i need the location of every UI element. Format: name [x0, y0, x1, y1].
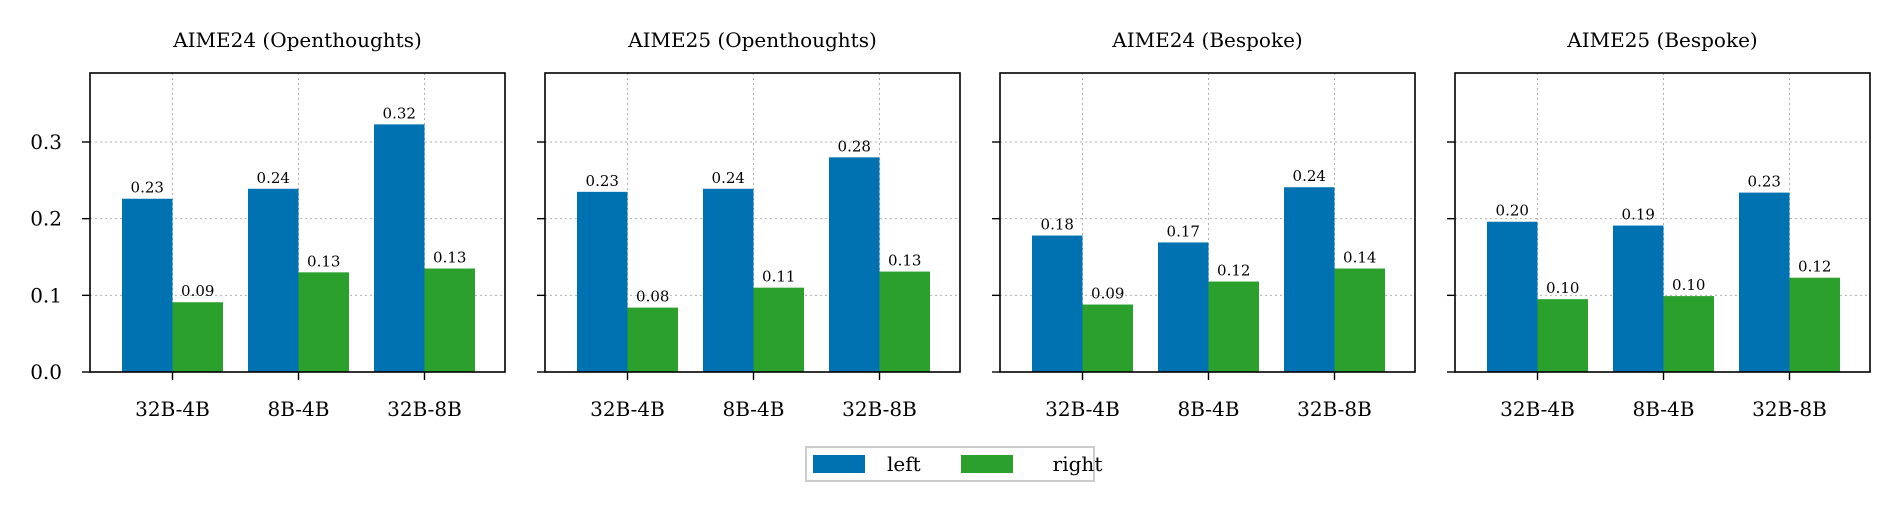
bar-right [1789, 277, 1840, 372]
bar-value-label: 0.23 [1748, 173, 1781, 191]
legend: left right [805, 446, 1102, 482]
legend-swatch-right [960, 455, 1013, 473]
bar-value-label: 0.23 [131, 179, 164, 197]
x-tick-label: 32B-8B [1752, 397, 1827, 421]
chart-panel-2: AIME25 (Openthoughts) 0.23 0.24 0.28 0.08 0.1… [537, 28, 961, 421]
bar-value-label: 0.13 [307, 252, 340, 270]
bar-value-label: 0.19 [1622, 206, 1655, 224]
bar-left [829, 157, 880, 372]
bar-value-label: 0.17 [1167, 222, 1200, 240]
legend-label-left: left [887, 452, 921, 476]
bar-value-label: 0.09 [1091, 285, 1124, 303]
x-tick-label: 32B-4B [1500, 397, 1575, 421]
bar-left [703, 188, 754, 372]
legend-entry-right: right [960, 452, 1103, 476]
bar-value-label: 0.32 [383, 104, 416, 122]
bar-value-label: 0.09 [181, 282, 214, 300]
bar-right [1082, 304, 1133, 372]
x-tick-label: 32B-8B [387, 397, 462, 421]
y-tick-label: 0.3 [30, 130, 62, 154]
x-tick-label: 8B-4B [1633, 397, 1695, 421]
bar-value-label: 0.24 [257, 169, 290, 187]
bar-value-label: 0.12 [1217, 262, 1250, 280]
bar-value-label: 0.23 [586, 172, 619, 190]
bar-value-label: 0.24 [712, 169, 745, 187]
bar-left [577, 191, 628, 372]
chart-panel-1: AIME24 (Openthoughts) 0.23 0.24 0.32 0.09 0.1… [30, 28, 506, 421]
x-tick-label: 32B-8B [842, 397, 917, 421]
bar-left [122, 198, 173, 372]
legend-swatch-left [813, 455, 865, 473]
bar-value-label: 0.13 [433, 249, 466, 267]
panel-title: AIME25 (Bespoke) [1566, 28, 1757, 52]
y-tick-label: 0.1 [30, 283, 62, 307]
bar-value-label: 0.08 [636, 288, 669, 306]
bar-value-label: 0.10 [1672, 276, 1705, 294]
bar-right [1208, 281, 1259, 372]
x-tick-label: 32B-4B [135, 397, 210, 421]
axes-frame [89, 72, 506, 373]
bar-left [1487, 221, 1538, 372]
bar-left [1032, 235, 1083, 372]
bar-value-label: 0.12 [1798, 258, 1831, 276]
legend-label-right: right [1052, 452, 1103, 476]
bar-value-label: 0.28 [838, 137, 871, 155]
bar-left [1739, 192, 1790, 372]
bar-right [298, 272, 349, 372]
x-tick-label: 32B-8B [1297, 397, 1372, 421]
x-tick-label: 32B-4B [590, 397, 665, 421]
x-tick-label: 32B-4B [1045, 397, 1120, 421]
bar-right [1334, 268, 1385, 372]
bar-left [248, 188, 299, 372]
bar-value-label: 0.11 [762, 268, 795, 286]
bar-value-label: 0.18 [1041, 216, 1074, 234]
panel-title: AIME25 (Openthoughts) [627, 28, 877, 52]
axes-frame [544, 72, 961, 373]
x-tick-label: 8B-4B [723, 397, 785, 421]
bar-right [753, 287, 804, 372]
bar-left [1158, 242, 1209, 372]
bar-left [1284, 187, 1335, 372]
bar-right [172, 302, 223, 372]
bar-right [627, 307, 678, 372]
bar-value-label: 0.14 [1343, 249, 1376, 267]
axes-frame [999, 72, 1416, 373]
bar-right [1537, 299, 1588, 372]
chart-panel-4: AIME25 (Bespoke) 0.20 0.19 0.23 0.10 0.10 0.12… [1447, 28, 1871, 421]
bar-value-label: 0.10 [1546, 279, 1579, 297]
y-tick-label: 0.0 [30, 360, 62, 384]
panel-title: AIME24 (Bespoke) [1111, 28, 1302, 52]
bar-value-label: 0.20 [1496, 202, 1529, 220]
panel-title: AIME24 (Openthoughts) [172, 28, 422, 52]
axes-frame [1454, 72, 1871, 373]
y-tick-label: 0.2 [30, 207, 62, 231]
x-tick-label: 8B-4B [1178, 397, 1240, 421]
bar-value-label: 0.13 [888, 252, 921, 270]
x-tick-label: 8B-4B [268, 397, 330, 421]
bar-right [1663, 296, 1714, 372]
chart-panel-3: AIME24 (Bespoke) 0.18 0.17 0.24 0.09 0.12 0.14… [992, 28, 1416, 421]
bar-right [879, 271, 930, 372]
bar-left [1613, 225, 1664, 372]
bar-value-label: 0.24 [1293, 167, 1326, 185]
legend-entry-left: left [813, 452, 921, 476]
bar-left [374, 124, 425, 372]
bar-right [424, 268, 475, 372]
